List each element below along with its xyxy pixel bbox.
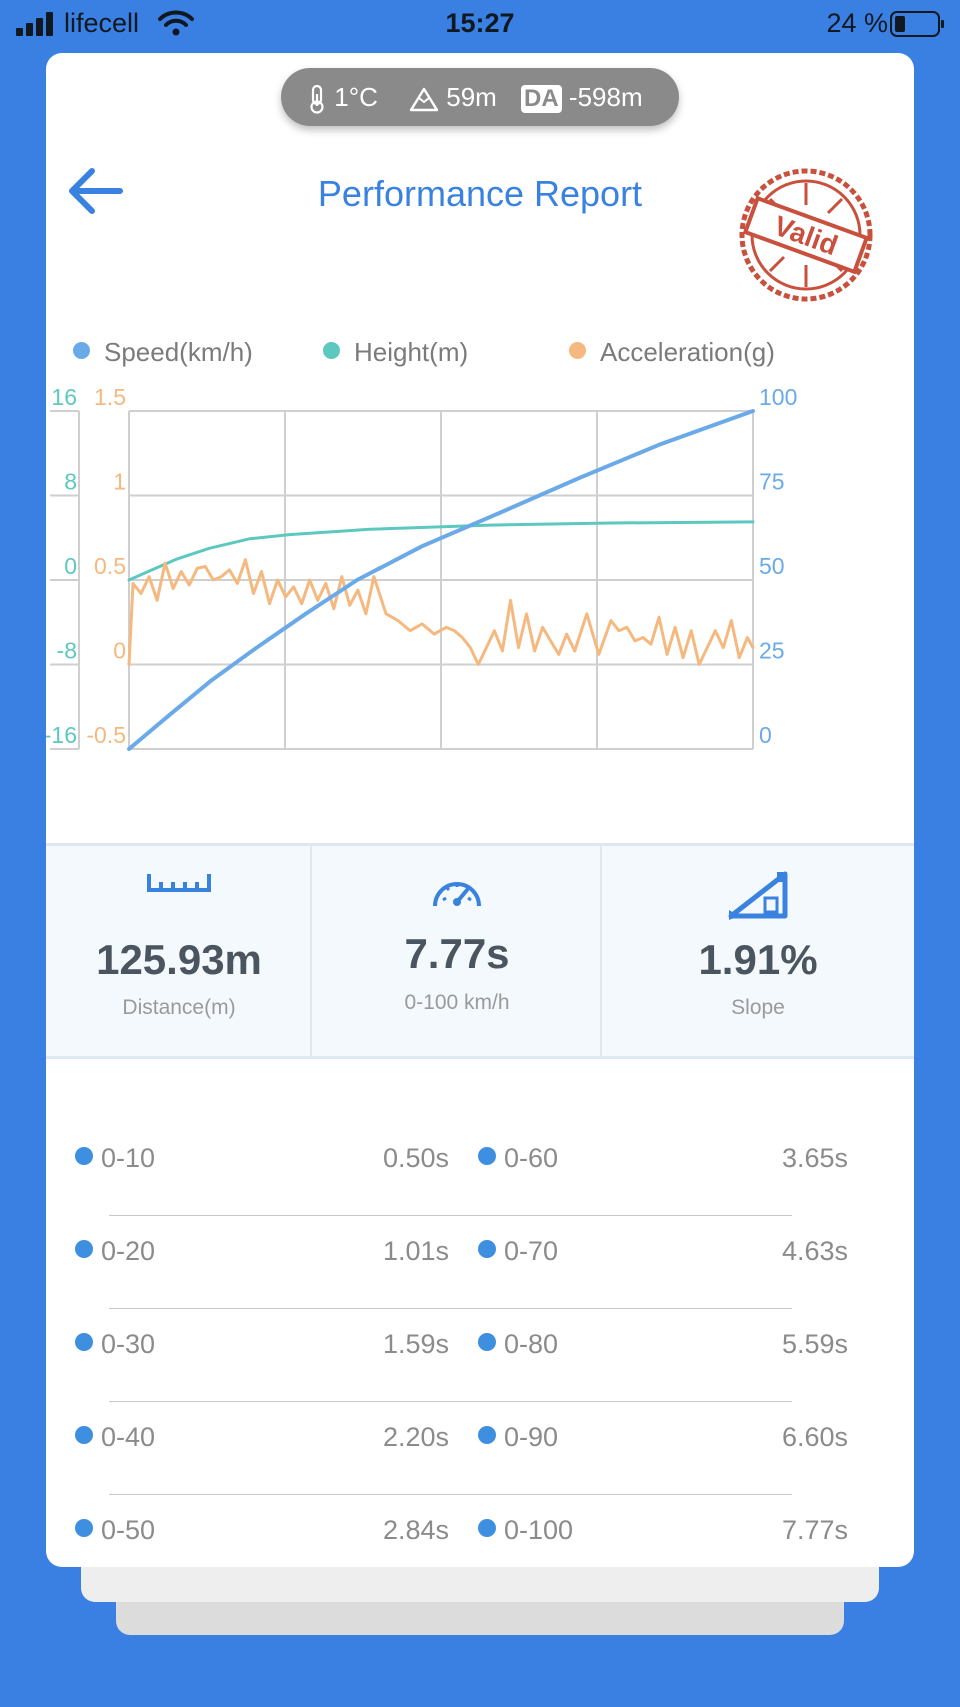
split-range: 0-60 (478, 1143, 558, 1174)
height-tick-label: 16 (51, 384, 77, 410)
acceleration-tick-label: -0.5 (86, 722, 126, 748)
split-time: 1.59s (382, 1329, 449, 1359)
speed-tick-label: 25 (759, 638, 785, 664)
legend-item-acceleration[interactable]: Acceleration(g) (569, 337, 775, 368)
split-range: 0-20 (75, 1236, 155, 1267)
speed-tick-label: 100 (759, 384, 797, 410)
altitude-value: 59m (446, 82, 497, 112)
split-time: 7.77s (781, 1515, 848, 1545)
legend-label: Height(m) (354, 337, 469, 367)
split-time: 3.65s (781, 1143, 848, 1173)
split-range: 0-80 (478, 1329, 558, 1360)
chart-lines (127, 409, 755, 751)
page-title: Performance Report (317, 173, 643, 214)
split-time: 5.59s (781, 1329, 848, 1359)
performance-chart[interactable]: 16 8 0 -8 -16 1.5 1 0.5 0 -0.5 100 75 50 25 0 (46, 383, 914, 803)
stat-time: 7.77s 0-100 km/h (312, 846, 602, 1056)
height-tick-label: 8 (64, 469, 77, 495)
split-time: 2.20s (382, 1422, 449, 1452)
legend-dot (569, 342, 586, 359)
density-altitude-value: -598m (568, 82, 643, 112)
distance-label: Distance(m) (122, 996, 236, 1019)
legend-label: Speed(km/h) (104, 337, 253, 367)
stat-distance: 125.93m Distance(m) (46, 846, 312, 1056)
split-time: 6.60s (781, 1422, 848, 1452)
split-range: 0-10 (75, 1143, 155, 1174)
mountain-icon (409, 87, 439, 112)
table-row: 0-20 1.01s 0-70 4.63s (46, 1216, 914, 1309)
split-range: 0-50 (75, 1515, 155, 1546)
valid-stamp: Valid (739, 168, 873, 302)
legend-dot (323, 342, 340, 359)
density-altitude-readout: DA -598m (521, 82, 643, 113)
distance-value: 125.93m (96, 936, 262, 983)
height-tick-label: -16 (46, 722, 77, 748)
legend-label: Acceleration(g) (600, 337, 775, 367)
split-time: 0.50s (382, 1143, 449, 1173)
height-tick-label: -8 (57, 638, 77, 664)
speed-tick-label: 0 (759, 722, 772, 748)
legend-item-speed[interactable]: Speed(km/h) (73, 337, 253, 368)
table-row: 0-30 1.59s 0-80 5.59s (46, 1309, 914, 1402)
time-value: 7.77s (404, 930, 510, 977)
split-time: 2.84s (382, 1515, 449, 1545)
speed-tick-label: 75 (759, 469, 785, 495)
chart-ticks: 16 8 0 -8 -16 1.5 1 0.5 0 -0.5 100 75 50 25 0 (46, 384, 797, 748)
legend-dot (73, 342, 90, 359)
speedometer-icon (433, 882, 481, 907)
acceleration-tick-label: 0 (113, 638, 126, 664)
height-tick-label: 0 (64, 553, 77, 579)
slope-value: 1.91% (698, 936, 818, 983)
legend-item-height[interactable]: Height(m) (323, 337, 468, 368)
environment-pill: 1°C 59m DA -598m (281, 68, 679, 126)
time-label: 0-100 km/h (404, 991, 510, 1014)
split-range: 0-30 (75, 1329, 155, 1360)
acceleration-tick-label: 1 (113, 469, 126, 495)
series-line-acceleration (127, 558, 755, 666)
stats-panel: 125.93m Distance(m) 7.77s 0-100 km/h 1.9… (46, 843, 914, 1059)
stat-slope: 1.91% Slope (602, 846, 914, 1056)
slope-icon (728, 871, 788, 920)
back-arrow-icon[interactable] (66, 163, 126, 219)
report-card: 1°C 59m DA -598m Performance Report Vali… (46, 53, 914, 1567)
temperature-value: 1°C (334, 82, 378, 112)
chart-grid (50, 410, 754, 750)
signal-icon (16, 12, 53, 36)
thermometer-icon (310, 85, 324, 114)
da-badge: DA (521, 85, 562, 113)
split-time: 4.63s (781, 1236, 848, 1266)
split-time: 1.01s (382, 1236, 449, 1266)
wifi-icon (158, 10, 194, 36)
series-line-speed (127, 409, 755, 751)
battery-icon (890, 11, 944, 37)
table-row: 0-40 2.20s 0-90 6.60s (46, 1402, 914, 1495)
speed-tick-label: 50 (759, 553, 785, 579)
split-range: 0-90 (478, 1422, 558, 1453)
acceleration-tick-label: 1.5 (94, 384, 126, 410)
split-range: 0-70 (478, 1236, 558, 1267)
temperature-readout: 1°C (307, 82, 378, 114)
status-bar: lifecell 15:27 24 % (0, 0, 960, 50)
altitude-readout: 59m (409, 82, 497, 113)
carrier-name: lifecell (64, 8, 140, 38)
slope-label: Slope (731, 996, 785, 1019)
ruler-icon (147, 874, 211, 892)
clock: 15:27 (445, 8, 515, 38)
table-row: 0-50 2.84s 0-100 7.77s (46, 1495, 914, 1567)
acceleration-tick-label: 0.5 (94, 553, 126, 579)
table-row: 0-10 0.50s 0-60 3.65s (46, 1123, 914, 1216)
split-range: 0-40 (75, 1422, 155, 1453)
split-range: 0-100 (478, 1515, 573, 1546)
battery-percent: 24 % (826, 8, 888, 38)
